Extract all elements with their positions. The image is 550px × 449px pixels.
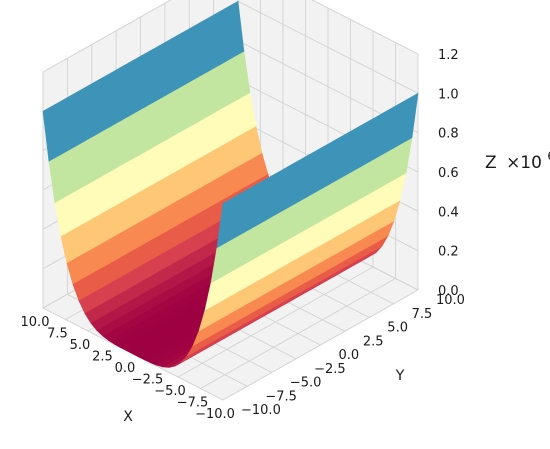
y-tick-label: 2.5 bbox=[363, 334, 384, 349]
x-tick-label: −2.5 bbox=[132, 373, 164, 388]
x-tick-label: −7.5 bbox=[177, 396, 209, 411]
x-tick-label: 5.0 bbox=[70, 338, 91, 353]
z-axis-multiplier: ×10 bbox=[506, 153, 542, 173]
z-tick-label: 0.2 bbox=[438, 245, 459, 260]
y-tick-label: −10.0 bbox=[241, 403, 281, 418]
x-axis-label: X bbox=[123, 409, 133, 425]
grid-line-z-6 bbox=[42, 0, 419, 73]
y-tick-label: −7.5 bbox=[265, 389, 297, 404]
z-tick-label: 0.6 bbox=[438, 166, 459, 181]
x-tick-label: 10.0 bbox=[21, 315, 50, 330]
z-tick-label: 0.0 bbox=[438, 284, 459, 299]
y-axis-label: Y bbox=[395, 368, 405, 384]
y-tick-label: −5.0 bbox=[290, 376, 322, 391]
surface-facet bbox=[216, 195, 236, 249]
z-tick-label: 1.2 bbox=[438, 48, 459, 63]
y-tick-label: 7.5 bbox=[412, 307, 433, 322]
z-axis-exponent: 6 bbox=[547, 149, 550, 163]
x-tick-label: −5.0 bbox=[154, 384, 186, 399]
z-tick-label: 0.4 bbox=[438, 205, 459, 220]
z-tick-label: 0.8 bbox=[438, 127, 459, 142]
z-axis-label: Z ×10 6 bbox=[485, 149, 550, 173]
y-tick-label: 0.0 bbox=[339, 348, 360, 363]
z-tick-label: 1.0 bbox=[438, 87, 459, 102]
x-tick-label: 7.5 bbox=[47, 327, 68, 342]
x-tick-label: 2.5 bbox=[92, 350, 113, 365]
tick-labels: −10.0−7.5−5.0−2.50.02.55.07.510.0−10.0−7… bbox=[21, 48, 465, 422]
y-tick-label: −2.5 bbox=[314, 362, 346, 377]
svg-text:Z ×10 6: Z ×10 6 bbox=[485, 149, 550, 173]
x-tick-label: 0.0 bbox=[115, 361, 136, 376]
z-axis-letter: Z bbox=[485, 153, 497, 173]
surface-mesh bbox=[42, 0, 419, 368]
y-tick-label: 5.0 bbox=[387, 321, 408, 336]
y-tick-label: 10.0 bbox=[436, 293, 465, 308]
x-tick-label: −10.0 bbox=[195, 407, 235, 422]
